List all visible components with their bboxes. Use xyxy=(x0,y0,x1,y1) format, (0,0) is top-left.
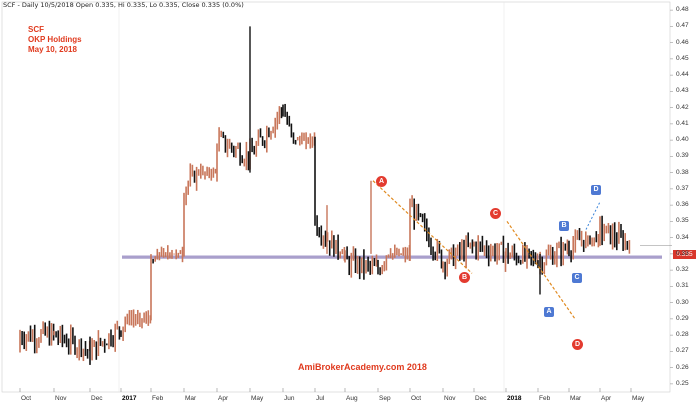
date-label: May 10, 2018 xyxy=(28,45,77,54)
marker-red-b: B xyxy=(459,272,470,283)
y-tick-label: 0.29 xyxy=(676,314,689,322)
x-tick-label: Sep xyxy=(379,395,391,402)
x-tick-label: Apr xyxy=(218,395,229,402)
y-tick-label: 0.42 xyxy=(676,103,689,111)
marker-red-c: C xyxy=(490,208,501,219)
x-tick-label: Nov xyxy=(444,395,456,402)
company-label: OKP Holdings xyxy=(28,35,82,44)
y-tick-label: 0.45 xyxy=(676,54,689,62)
x-tick-label: Feb xyxy=(152,395,164,402)
watermark: AmiBrokerAcademy.com 2018 xyxy=(298,362,427,372)
x-tick-label: Dec xyxy=(475,395,487,402)
y-tick-label: 0.33 xyxy=(676,249,689,257)
y-tick-label: 0.27 xyxy=(676,347,689,355)
x-tick-label: Aug xyxy=(346,395,358,402)
y-tick-label: 0.48 xyxy=(676,6,689,14)
y-tick-label: 0.35 xyxy=(676,217,689,225)
plot-frame xyxy=(1,1,671,393)
y-tick-label: 0.46 xyxy=(676,38,689,46)
trend-line-orange-1 xyxy=(372,180,473,274)
marker-blue-c: C xyxy=(572,273,582,283)
y-tick-label: 0.47 xyxy=(676,22,689,30)
y-tick-label: 0.25 xyxy=(676,379,689,387)
x-tick-label: Feb xyxy=(539,395,551,402)
ohlc-bars xyxy=(19,103,631,365)
ticker-label: SCF xyxy=(28,25,44,34)
y-tick-label: 0.31 xyxy=(676,282,689,290)
x-tick-label: Apr xyxy=(601,395,612,402)
y-tick-label: 0.38 xyxy=(676,168,689,176)
marker-red-a: A xyxy=(376,176,387,187)
last-price-tag: 0.335 xyxy=(673,250,696,259)
x-tick-label: 2018 xyxy=(507,395,522,402)
x-tick-label: Mar xyxy=(185,395,197,402)
marker-blue-b: B xyxy=(559,221,569,231)
x-tick-label: Nov xyxy=(55,395,67,402)
x-tick-label: Jul xyxy=(316,395,325,402)
x-tick-label: Oct xyxy=(21,395,32,402)
x-tick-label: Dec xyxy=(91,395,103,402)
x-tick-label: Oct xyxy=(411,395,422,402)
chart-info-header: SCF - Daily 10/5/2018 Open 0.335, Hi 0.3… xyxy=(3,1,244,9)
y-tick-label: 0.26 xyxy=(676,363,689,371)
y-tick-label: 0.39 xyxy=(676,152,689,160)
x-tick-label: Jun xyxy=(284,395,295,402)
y-tick-label: 0.28 xyxy=(676,331,689,339)
y-tick-label: 0.40 xyxy=(676,136,689,144)
x-tick-label: May xyxy=(632,395,645,402)
y-tick-label: 0.41 xyxy=(676,119,689,127)
marker-blue-d: D xyxy=(591,185,601,195)
y-tick-label: 0.30 xyxy=(676,298,689,306)
y-tick-label: 0.44 xyxy=(676,71,689,79)
x-tick-label: May xyxy=(251,395,264,402)
y-tick-label: 0.36 xyxy=(676,201,689,209)
y-tick-label: 0.43 xyxy=(676,87,689,95)
y-tick-label: 0.34 xyxy=(676,233,689,241)
x-tick-label: Mar xyxy=(570,395,582,402)
marker-red-d: D xyxy=(572,339,583,350)
y-tick-label: 0.37 xyxy=(676,184,689,192)
x-tick-label: 2017 xyxy=(122,395,137,402)
y-tick-label: 0.32 xyxy=(676,266,689,274)
trend-line-blue xyxy=(585,201,601,230)
marker-blue-a: A xyxy=(544,307,554,317)
trend-line-orange-2 xyxy=(506,221,576,320)
